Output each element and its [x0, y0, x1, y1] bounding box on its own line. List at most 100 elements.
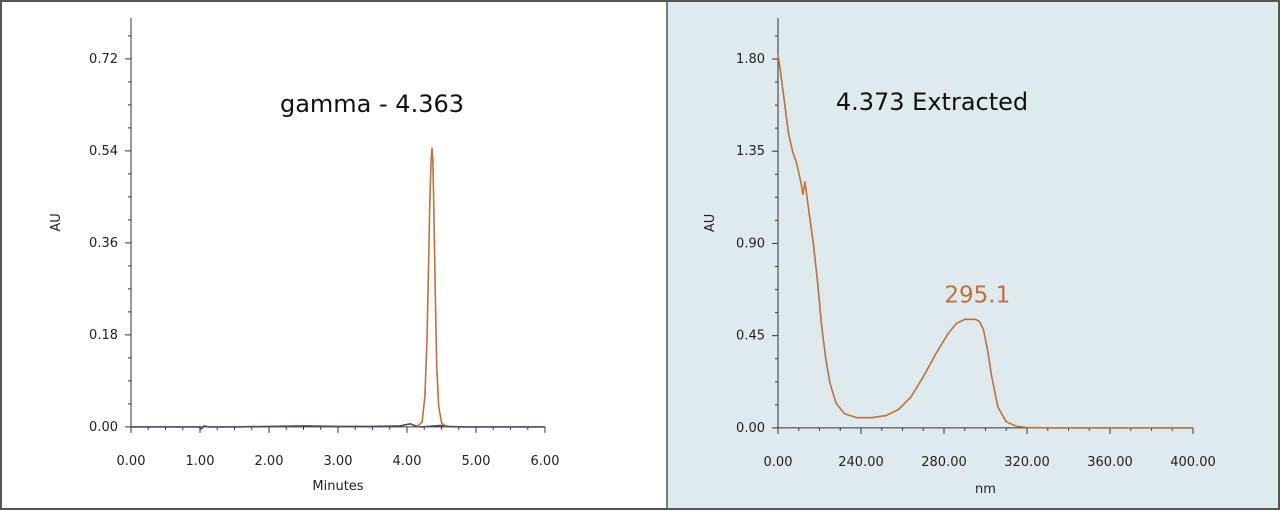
data-point — [1026, 427, 1027, 428]
data-point — [544, 426, 545, 427]
data-point — [910, 397, 911, 398]
x-tick-label: 5.00 — [462, 454, 491, 469]
data-point — [964, 319, 965, 320]
series-line-1 — [416, 147, 447, 428]
series-line-0 — [131, 423, 545, 430]
x-tick-label: 4.00 — [393, 454, 422, 469]
data-point — [871, 417, 872, 418]
data-point — [777, 54, 778, 55]
x-axis-label: nm — [975, 482, 996, 497]
data-point — [372, 426, 373, 427]
right-panel-background — [667, 1, 1279, 509]
data-point — [856, 417, 857, 418]
data-point — [1130, 427, 1131, 428]
uv-spectrum-panel: 0.00 0.45 0.90 1.35 1.80 0.00 240.00 280.00 320.… — [703, 18, 1216, 497]
data-point — [813, 243, 814, 244]
x-tick-label: 280.00 — [921, 455, 967, 470]
data-point — [780, 69, 781, 70]
data-point — [788, 132, 789, 133]
data-point — [825, 358, 826, 359]
y-tick-label: 1.80 — [736, 52, 765, 67]
data-point — [1016, 426, 1017, 427]
data-point — [400, 425, 401, 426]
data-point — [935, 354, 936, 355]
x-axis-label: Minutes — [312, 479, 363, 494]
data-point — [435, 293, 436, 294]
chart-title: 4.373 Extracted — [836, 88, 1028, 116]
data-point — [987, 349, 988, 350]
data-point — [445, 426, 446, 427]
data-point — [417, 426, 418, 427]
peak-annotation: 295.1 — [944, 282, 1010, 308]
data-point — [784, 99, 785, 100]
y-tick-label: 0.00 — [736, 421, 765, 436]
data-point — [415, 425, 416, 426]
data-point — [426, 339, 427, 340]
x-tick-label: 6.00 — [531, 454, 560, 469]
data-point — [441, 422, 442, 423]
x-tick-label: 2.00 — [255, 454, 284, 469]
y-tick-label: 0.54 — [89, 144, 118, 159]
data-point — [997, 407, 998, 408]
data-point — [436, 365, 437, 366]
series-line-0 — [777, 54, 1193, 429]
x-tick-label: 360.00 — [1087, 455, 1133, 470]
data-point — [1006, 421, 1007, 422]
data-point — [991, 376, 992, 377]
data-point — [208, 426, 209, 427]
data-point — [956, 323, 957, 324]
data-point — [802, 194, 803, 195]
x-tick-label: 0.00 — [764, 455, 793, 470]
data-point — [198, 426, 199, 427]
data-point — [821, 325, 822, 326]
data-point — [898, 409, 899, 410]
y-tick-label: 0.90 — [736, 236, 765, 251]
y-tick-label: 0.00 — [89, 420, 118, 435]
y-tick-label: 1.35 — [736, 144, 765, 159]
data-point — [431, 148, 432, 149]
y-tick-label: 0.45 — [736, 329, 765, 344]
data-point — [792, 151, 793, 152]
data-point — [885, 415, 886, 416]
data-point — [817, 280, 818, 281]
data-point — [800, 181, 801, 182]
x-tick-label: 400.00 — [1170, 455, 1216, 470]
data-point — [422, 421, 423, 422]
x-tick-label: 1.00 — [186, 454, 215, 469]
data-point — [428, 273, 429, 274]
y-axis-label: AU — [703, 214, 718, 232]
data-point — [923, 376, 924, 377]
data-point — [975, 319, 976, 320]
data-point — [337, 426, 338, 427]
data-point — [979, 321, 980, 322]
x-tick-label: 3.00 — [324, 454, 353, 469]
data-point — [948, 333, 949, 334]
data-point — [1192, 427, 1193, 428]
data-point — [424, 396, 425, 397]
y-tick-label: 0.36 — [89, 236, 118, 251]
data-point — [234, 426, 235, 427]
data-point — [448, 426, 449, 427]
y-axis-label: AU — [49, 213, 64, 231]
data-point — [431, 161, 432, 162]
data-point — [441, 425, 442, 426]
data-point — [410, 423, 411, 424]
data-point — [804, 181, 805, 182]
x-tick-label: 0.00 — [117, 454, 146, 469]
chart-title: gamma - 4.363 — [280, 90, 464, 118]
data-point — [510, 426, 511, 427]
data-point — [809, 212, 810, 213]
data-point — [796, 163, 797, 164]
data-point — [201, 428, 202, 429]
data-point — [165, 426, 166, 427]
y-tick-label: 0.18 — [89, 328, 118, 343]
data-point — [844, 413, 845, 414]
x-tick-label: 240.00 — [838, 455, 884, 470]
x-tick-label: 320.00 — [1004, 455, 1050, 470]
data-point — [1089, 427, 1090, 428]
data-point — [432, 161, 433, 162]
data-point — [1047, 427, 1048, 428]
